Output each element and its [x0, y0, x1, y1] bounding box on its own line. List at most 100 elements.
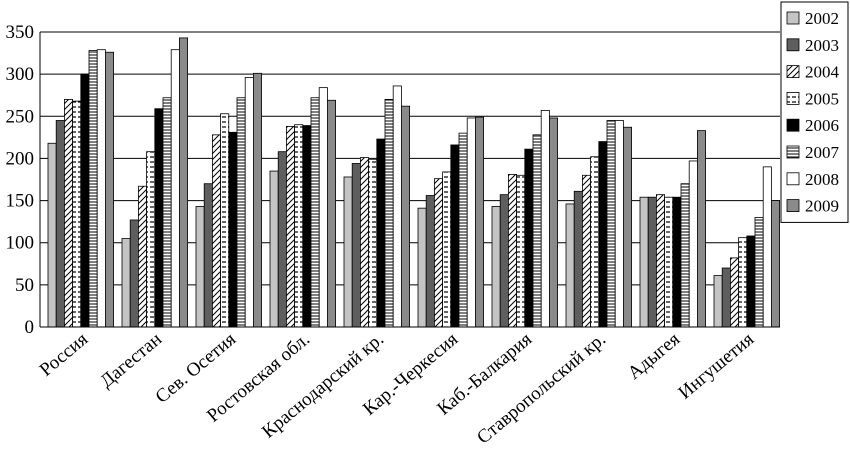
- bar-2003-3: [277, 151, 287, 328]
- bars: [47, 37, 781, 328]
- y-tick-label: 50: [15, 275, 34, 296]
- bar-2002-2: [195, 206, 205, 328]
- bar-2004-9: [730, 257, 740, 328]
- bar-2009-3: [326, 99, 336, 328]
- bar-2008-7: [614, 120, 624, 328]
- bar-2002-8: [639, 196, 649, 328]
- bar-2006-9: [746, 235, 756, 328]
- legend-swatch-2002: [786, 11, 800, 25]
- bar-2002-5: [417, 207, 427, 328]
- bar-2007-3: [310, 97, 320, 328]
- y-tick-label: 150: [6, 191, 35, 212]
- legend: 2002 2003 2004 2005 2006 2007 2008 2009: [780, 1, 849, 223]
- legend-label-2004: 2004: [805, 63, 840, 82]
- legend-label-2006: 2006: [805, 116, 839, 135]
- bar-2002-1: [121, 238, 131, 328]
- bar-2003-1: [129, 219, 139, 328]
- y-tick-label: 300: [6, 64, 35, 85]
- legend-label-2008: 2008: [805, 170, 839, 189]
- legend-swatch-2006: [786, 118, 800, 132]
- bar-2007-7: [606, 120, 616, 328]
- bar-2002-3: [269, 170, 279, 328]
- y-tick-label: 100: [6, 233, 35, 254]
- y-tick-label: 200: [6, 148, 35, 169]
- bar-2009-2: [252, 72, 262, 328]
- bar-2008-8: [688, 160, 698, 328]
- category-label: Россия: [36, 329, 92, 381]
- bar-2005-7: [590, 156, 600, 328]
- y-tick-label: 0: [25, 317, 35, 338]
- bar-2008-6: [540, 109, 550, 328]
- bar-2005-6: [516, 174, 526, 328]
- bar-2008-9: [762, 166, 772, 328]
- bar-2009-4: [400, 105, 410, 328]
- bar-2007-1: [162, 97, 172, 328]
- bar-2005-8: [664, 196, 674, 328]
- bar-2004-6: [507, 174, 517, 328]
- legend-label-2009: 2009: [805, 197, 839, 216]
- bar-2008-1: [170, 49, 180, 328]
- legend-label-2003: 2003: [805, 36, 839, 55]
- bar-2009-8: [697, 130, 707, 328]
- legend-swatch-2005: [786, 92, 800, 105]
- bar-2004-4: [359, 157, 369, 328]
- bar-2008-0: [96, 49, 106, 328]
- legend-swatch-2009: [786, 199, 800, 213]
- bar-2005-9: [738, 237, 748, 328]
- bar-2002-7: [565, 203, 575, 328]
- bar-2005-3: [294, 124, 304, 328]
- bar-2007-4: [384, 99, 394, 328]
- bar-2003-7: [573, 190, 583, 328]
- legend-swatch-2004: [786, 65, 800, 78]
- bar-2003-5: [425, 195, 435, 328]
- y-tick-label: 350: [6, 22, 35, 43]
- bar-2004-1: [137, 185, 147, 328]
- bar-2008-2: [244, 77, 254, 328]
- bar-2007-0: [88, 50, 98, 328]
- bar-2005-1: [146, 151, 156, 328]
- bar-2008-5: [466, 117, 476, 328]
- bar-2006-2: [228, 131, 238, 328]
- bar-2003-6: [499, 194, 509, 328]
- bar-2003-0: [55, 120, 65, 328]
- bar-2003-9: [721, 267, 731, 328]
- legend-swatch-2008: [786, 172, 800, 186]
- bar-2009-5: [474, 116, 484, 328]
- bar-2004-2: [211, 134, 221, 328]
- bar-2007-8: [680, 183, 690, 328]
- bar-2007-6: [532, 134, 542, 328]
- bar-2009-9: [771, 200, 781, 328]
- bar-2005-5: [442, 171, 452, 328]
- bar-2003-8: [647, 196, 657, 328]
- bar-2003-2: [203, 183, 213, 328]
- bar-2006-3: [302, 125, 312, 328]
- category-label: Краснодарский кр.: [258, 329, 388, 443]
- bar-2002-6: [491, 206, 501, 328]
- bar-2006-1: [154, 108, 164, 328]
- bar-2009-1: [178, 37, 188, 328]
- bar-2008-4: [392, 85, 402, 328]
- bar-2004-7: [582, 174, 592, 328]
- bar-2006-0: [80, 73, 90, 328]
- bar-2006-8: [672, 196, 682, 328]
- bar-2007-9: [754, 217, 764, 328]
- bar-2009-0: [105, 51, 115, 328]
- bar-2007-2: [236, 97, 246, 328]
- category-label: Ингушетия: [674, 329, 758, 404]
- category-label: Дагестан: [96, 329, 166, 392]
- bar-2006-5: [450, 144, 460, 328]
- legend-label-2007: 2007: [805, 143, 840, 162]
- bar-2002-0: [47, 142, 57, 328]
- bar-2006-7: [598, 141, 608, 328]
- bar-2003-4: [351, 163, 361, 328]
- category-label: Ставропольский кр.: [473, 329, 610, 449]
- bar-2005-2: [220, 113, 230, 328]
- bar-2002-4: [343, 176, 353, 328]
- category-label: Адыгея: [624, 329, 684, 384]
- bar-2005-0: [72, 100, 82, 328]
- bar-2004-5: [433, 178, 443, 328]
- bar-2006-6: [524, 148, 534, 328]
- bar-2008-3: [318, 87, 328, 328]
- bar-2004-3: [285, 126, 295, 328]
